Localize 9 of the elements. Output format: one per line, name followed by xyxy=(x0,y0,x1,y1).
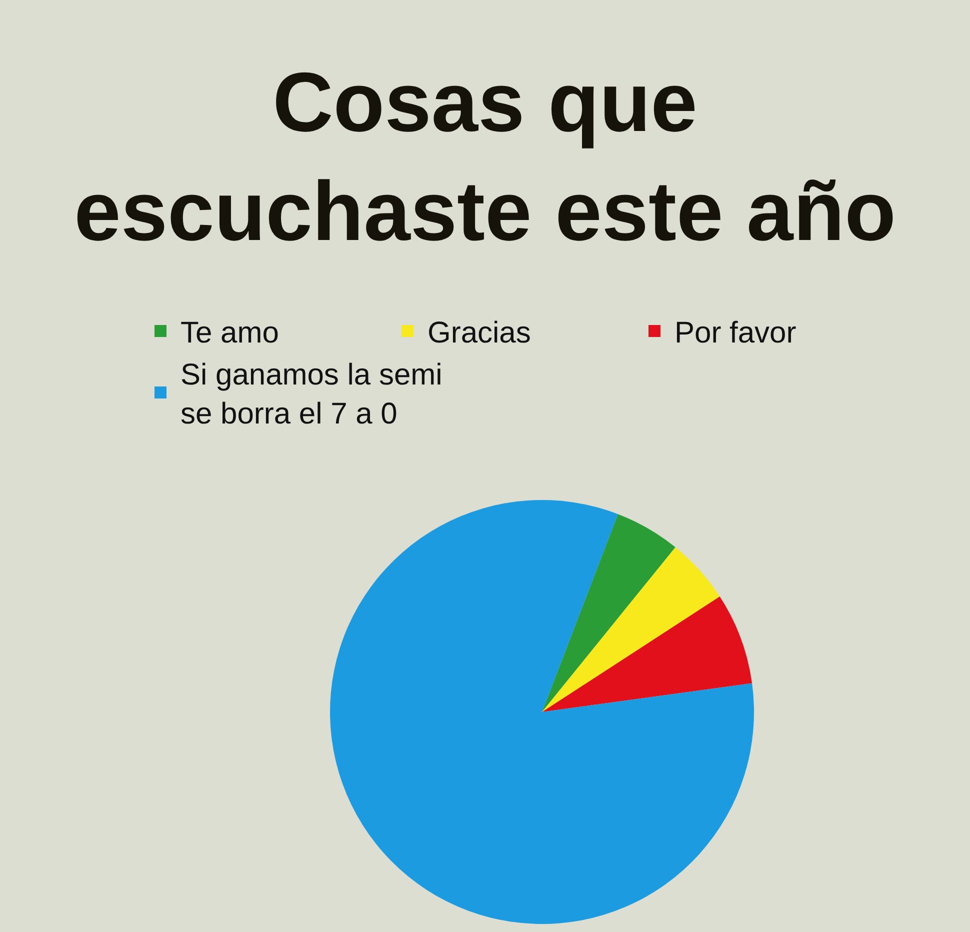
legend-label: Gracias xyxy=(428,316,531,350)
chart-title: Cosas que escuchaste este año xyxy=(74,54,896,258)
legend-label: Si ganamos la semi se borra el 7 a 0 xyxy=(180,358,442,431)
pie-slice xyxy=(542,547,720,712)
pie-slice xyxy=(330,500,754,924)
legend-label: Por favor xyxy=(674,316,796,350)
pie-slice xyxy=(542,514,676,712)
pie-slice xyxy=(542,596,752,712)
legend-label: Te amo xyxy=(180,316,279,350)
